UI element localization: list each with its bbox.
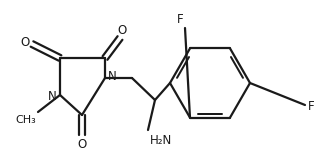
Text: N: N [108,70,117,83]
Text: F: F [308,100,315,114]
Text: F: F [176,13,183,26]
Text: O: O [77,138,87,151]
Text: N: N [48,90,57,103]
Text: CH₃: CH₃ [15,115,36,125]
Text: O: O [117,24,127,37]
Text: H₂N: H₂N [150,134,172,147]
Text: O: O [21,37,30,49]
